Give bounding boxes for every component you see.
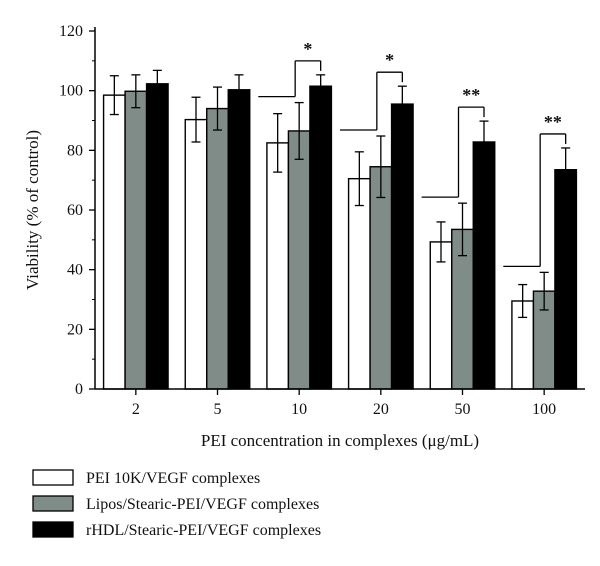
bar-10-series-2 <box>309 85 333 390</box>
x-tick-label-2: 2 <box>132 401 140 418</box>
bar-10-series-1 <box>287 130 311 390</box>
x-tick-label-5: 5 <box>214 401 222 418</box>
bar-2-series-0 <box>102 94 126 390</box>
bar-2-series-2 <box>145 83 169 390</box>
bar-5-series-0 <box>184 118 208 390</box>
legend-swatch-2 <box>32 521 74 538</box>
legend: PEI 10K/VEGF complexes Lipos/Stearic-PEI/… <box>32 469 321 539</box>
y-tick-label-20: 20 <box>67 321 83 338</box>
significance-50: ** <box>421 85 485 198</box>
y-tick-label-80: 80 <box>67 142 83 159</box>
significance-10: * <box>258 39 322 98</box>
bar-50-series-2 <box>472 141 496 390</box>
bar-5-series-1 <box>206 107 229 390</box>
x-tick-label-10: 10 <box>291 401 307 418</box>
legend-swatch-0 <box>32 469 74 486</box>
bar-100-series-2 <box>554 169 578 390</box>
significance-20: * <box>339 50 403 131</box>
bar-10-series-0 <box>266 142 290 390</box>
significance-label: ** <box>544 112 562 132</box>
bar-50-series-0 <box>429 241 453 390</box>
y-tick-label-0: 0 <box>75 381 83 398</box>
legend-label-2: rHDL/Stearic-PEI/VEGF complexes <box>86 522 321 539</box>
x-tick-label-100: 100 <box>532 401 556 418</box>
y-axis-title: Viability (% of control) <box>23 130 42 290</box>
significance-label: * <box>303 39 312 59</box>
legend-label-1: Lipos/Stearic-PEI/VEGF complexes <box>86 496 319 513</box>
axes: 0 20 40 60 80 100 120 2 5 10 20 50 100 PEI concentrat… <box>23 23 585 450</box>
y-tick-label-40: 40 <box>67 262 83 279</box>
x-axis-title: PEI concentration in complexes (μg/mL) <box>201 431 479 450</box>
significance-100: ** <box>503 112 567 268</box>
bar-5-series-2 <box>227 89 251 390</box>
bar-2-series-1 <box>124 90 148 390</box>
plot-area: ****** <box>102 39 578 390</box>
legend-label-0: PEI 10K/VEGF complexes <box>86 470 260 487</box>
x-tick-label-20: 20 <box>373 401 389 418</box>
y-tick-label-60: 60 <box>67 202 83 219</box>
bar-20-series-1 <box>369 166 393 390</box>
significance-label: * <box>385 50 394 70</box>
y-tick-label-120: 120 <box>59 23 83 40</box>
bar-20-series-0 <box>347 177 371 390</box>
legend-swatch-1 <box>32 495 74 512</box>
y-tick-label-100: 100 <box>59 83 83 100</box>
significance-label: ** <box>462 85 480 105</box>
x-tick-label-50: 50 <box>455 401 471 418</box>
bar-20-series-2 <box>390 103 414 390</box>
